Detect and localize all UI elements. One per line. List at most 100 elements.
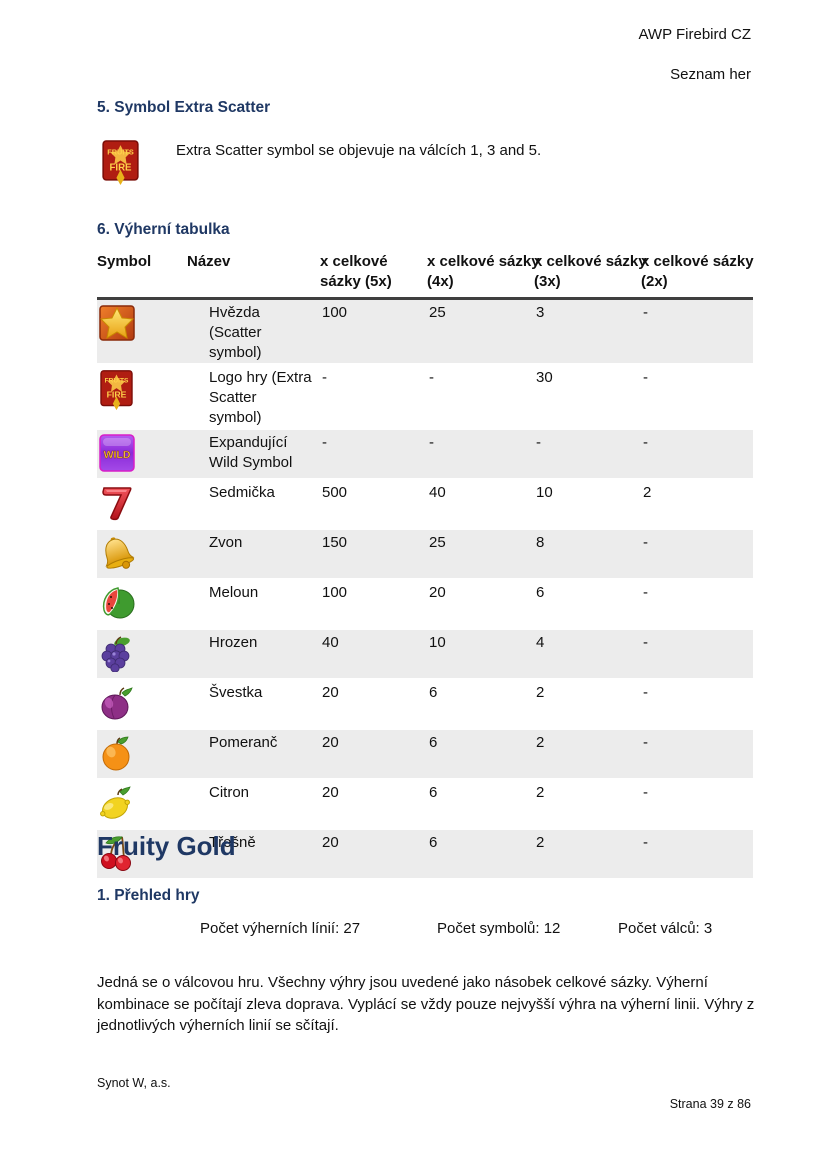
game-description: Jedná se o válcovou hru. Všechny výhry j… [97, 974, 755, 1034]
win-3x: 3 [536, 304, 545, 321]
win-4x: 6 [429, 684, 438, 701]
win-2x: - [643, 369, 648, 386]
win-4x: 25 [429, 534, 446, 551]
win-5x: 20 [322, 834, 339, 851]
col-header-name: Název [187, 252, 320, 300]
footer-page-number: Strana 39 z 86 [669, 1097, 751, 1111]
symbol-name: Logo hry (Extra Scatter symbol) [209, 369, 312, 426]
table-row-orange: Pomeranč 20 6 2 - [97, 729, 753, 779]
win-2x: - [643, 634, 648, 651]
svg-text:FRUITS: FRUITS [105, 378, 129, 385]
win-3x: 2 [536, 834, 545, 851]
table-row-lemon: Citron 20 6 2 - [97, 779, 753, 829]
win-3x: 10 [536, 484, 553, 501]
win-4x: 6 [429, 734, 438, 751]
stat-symbols: Počet symbolů: 12 [437, 920, 561, 937]
grapes-icon [98, 634, 136, 672]
scatter-info-row: FRUITS FIRE Extra Scatter symbol se obje… [100, 139, 541, 186]
win-5x: 40 [322, 634, 339, 651]
win-table-header-row: Symbol Název x celkové sázky (5x) x celko… [97, 252, 754, 300]
watermelon-icon [98, 584, 136, 622]
win-4x: 6 [429, 784, 438, 801]
win-2x: - [643, 784, 648, 801]
bell-icon [98, 534, 136, 572]
win-3x: 6 [536, 584, 545, 601]
symbol-name: Citron [209, 784, 250, 801]
section5-heading: 5. Symbol Extra Scatter [97, 99, 271, 116]
win-4x: - [429, 434, 434, 451]
win-3x: 8 [536, 534, 545, 551]
symbol-name: Třešně [209, 834, 256, 851]
symbol-name: Hvězda (Scatter symbol) [209, 304, 262, 361]
win-2x: - [643, 304, 648, 321]
table-row-wild: WILD Expandující Wild Symbol - - - - [97, 429, 753, 479]
svg-text:FRUITS: FRUITS [107, 147, 134, 156]
fruits-n-fire-logo-icon: FRUITS FIRE [100, 139, 141, 186]
win-4x: 40 [429, 484, 446, 501]
win-4x: 20 [429, 584, 446, 601]
win-table: Symbol Název x celkové sázky (5x) x celko… [97, 252, 754, 880]
game-title: Fruity Gold [97, 831, 236, 861]
header-doc-subtitle: Seznam her [670, 66, 751, 83]
svg-text:WILD: WILD [104, 449, 131, 461]
fruits-n-fire-logo-icon: FRUITS FIRE [98, 369, 136, 411]
symbol-name: Meloun [209, 584, 259, 601]
col-header-2x: x celkové sázky (2x) [641, 252, 754, 300]
stat-reels: Počet válců: 3 [618, 920, 713, 937]
wild-icon: WILD [98, 434, 136, 472]
lemon-icon [98, 784, 136, 822]
symbol-name: Sedmička [209, 484, 275, 501]
win-3x: 30 [536, 369, 553, 386]
win-2x: - [643, 534, 648, 551]
col-header-symbol: Symbol [97, 252, 187, 300]
table-row-bell: Zvon 150 25 8 - [97, 529, 753, 579]
win-3x: - [536, 434, 541, 451]
win-5x: 100 [322, 584, 348, 601]
orange-icon [98, 734, 136, 772]
win-4x: 10 [429, 634, 446, 651]
symbol-name: Pomeranč [209, 734, 278, 751]
win-5x: 20 [322, 734, 339, 751]
win-5x: 20 [322, 684, 339, 701]
win-5x: 500 [322, 484, 348, 501]
symbol-name: Expandující Wild Symbol [209, 434, 293, 471]
win-2x: 2 [643, 484, 652, 501]
win-5x: 100 [322, 304, 348, 321]
win-5x: 150 [322, 534, 348, 551]
win-2x: - [643, 734, 648, 751]
game-stats-row: Počet výherních línií: 27 Počet symbolů:… [97, 920, 753, 940]
page-header: AWP Firebird CZ Seznam her [638, 26, 751, 106]
win-3x: 2 [536, 784, 545, 801]
table-row-logo: FRUITS FIRE Logo hry (Extra Scatter symb… [97, 364, 753, 429]
table-row-star: Hvězda (Scatter symbol) 100 25 3 - [97, 298, 753, 364]
col-header-5x: x celkové sázky (5x) [320, 252, 427, 300]
footer-company: Synot W, a.s. [97, 1076, 171, 1090]
scatter-description: Extra Scatter symbol se objevuje na válc… [176, 142, 542, 159]
plum-icon [98, 684, 136, 722]
win-2x: - [643, 684, 648, 701]
win-3x: 2 [536, 684, 545, 701]
seven-icon [98, 484, 136, 522]
col-header-4x: x celkové sázky (4x) [427, 252, 540, 300]
table-row-seven: Sedmička 500 40 10 2 [97, 479, 753, 529]
win-2x: - [643, 584, 648, 601]
symbol-name: Hrozen [209, 634, 258, 651]
win-2x: - [643, 834, 648, 851]
win-5x: - [322, 434, 327, 451]
table-row-cherries: Třešně 20 6 2 - [97, 829, 753, 879]
symbol-name: Zvon [209, 534, 243, 551]
win-3x: 4 [536, 634, 545, 651]
stat-paylines: Počet výherních línií: 27 [200, 920, 361, 937]
symbol-name: Švestka [209, 684, 263, 701]
table-row-melon: Meloun 100 20 6 - [97, 579, 753, 629]
win-2x: - [643, 434, 648, 451]
section6-heading: 6. Výherní tabulka [97, 221, 230, 238]
win-4x: 6 [429, 834, 438, 851]
win-4x: - [429, 369, 434, 386]
win-table-container: Symbol Název x celkové sázky (5x) x celko… [97, 252, 754, 880]
overview-heading: 1. Přehled hry [97, 887, 200, 904]
win-5x: - [322, 369, 327, 386]
win-5x: 20 [322, 784, 339, 801]
header-doc-title: AWP Firebird CZ [638, 26, 751, 43]
